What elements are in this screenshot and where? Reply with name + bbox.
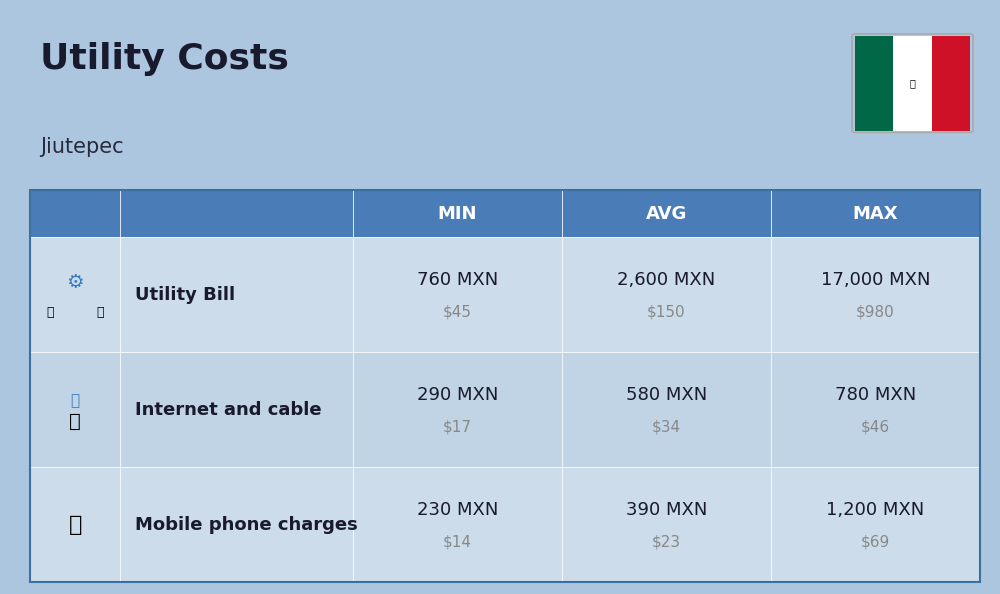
Bar (30, 352, 120, 467)
Bar (353, 352, 562, 467)
Text: Utility Costs: Utility Costs (40, 42, 289, 75)
Bar (771, 352, 980, 467)
Text: 1,200 MXN: 1,200 MXN (826, 501, 925, 519)
Text: Utility Bill: Utility Bill (135, 286, 235, 304)
Bar (120, 237, 353, 352)
Bar (30, 467, 120, 582)
Bar (771, 237, 980, 352)
Text: 🦅: 🦅 (910, 78, 915, 88)
Text: Jiutepec: Jiutepec (40, 137, 124, 157)
Text: MIN: MIN (438, 204, 477, 223)
Text: 〰: 〰 (71, 393, 80, 408)
Text: 📡: 📡 (69, 412, 81, 431)
Text: $45: $45 (443, 305, 472, 320)
Text: AVG: AVG (646, 204, 687, 223)
Text: $34: $34 (652, 420, 681, 435)
Bar (120, 190, 353, 237)
Text: 🚰: 🚰 (96, 306, 104, 319)
Text: $150: $150 (647, 305, 686, 320)
Bar (30, 190, 980, 582)
Text: $46: $46 (861, 420, 890, 435)
Text: 📱: 📱 (68, 514, 82, 535)
Text: 230 MXN: 230 MXN (417, 501, 498, 519)
Text: 780 MXN: 780 MXN (835, 386, 916, 404)
Text: $14: $14 (443, 535, 472, 550)
Text: 390 MXN: 390 MXN (626, 501, 707, 519)
Text: $69: $69 (861, 535, 890, 550)
Text: $980: $980 (856, 305, 895, 320)
Text: Internet and cable: Internet and cable (135, 400, 322, 419)
Text: 17,000 MXN: 17,000 MXN (821, 271, 930, 289)
Bar (30, 190, 120, 237)
Text: 580 MXN: 580 MXN (626, 386, 707, 404)
Bar (562, 352, 771, 467)
Bar (562, 467, 771, 582)
Bar (855, 36, 893, 131)
Bar (932, 36, 970, 131)
Bar (562, 190, 771, 237)
Text: $23: $23 (652, 535, 681, 550)
Text: 760 MXN: 760 MXN (417, 271, 498, 289)
Text: ⚙: ⚙ (66, 273, 84, 292)
Bar (771, 467, 980, 582)
Text: 290 MXN: 290 MXN (417, 386, 498, 404)
Bar (771, 190, 980, 237)
Bar (893, 36, 932, 131)
Text: 🔌: 🔌 (46, 306, 54, 319)
Bar (353, 190, 562, 237)
Text: 2,600 MXN: 2,600 MXN (617, 271, 716, 289)
Bar (562, 237, 771, 352)
Text: $17: $17 (443, 420, 472, 435)
Text: Mobile phone charges: Mobile phone charges (135, 516, 358, 533)
Bar (353, 237, 562, 352)
Bar (353, 467, 562, 582)
Bar (120, 467, 353, 582)
Bar (30, 237, 120, 352)
Text: MAX: MAX (853, 204, 898, 223)
Bar (120, 352, 353, 467)
